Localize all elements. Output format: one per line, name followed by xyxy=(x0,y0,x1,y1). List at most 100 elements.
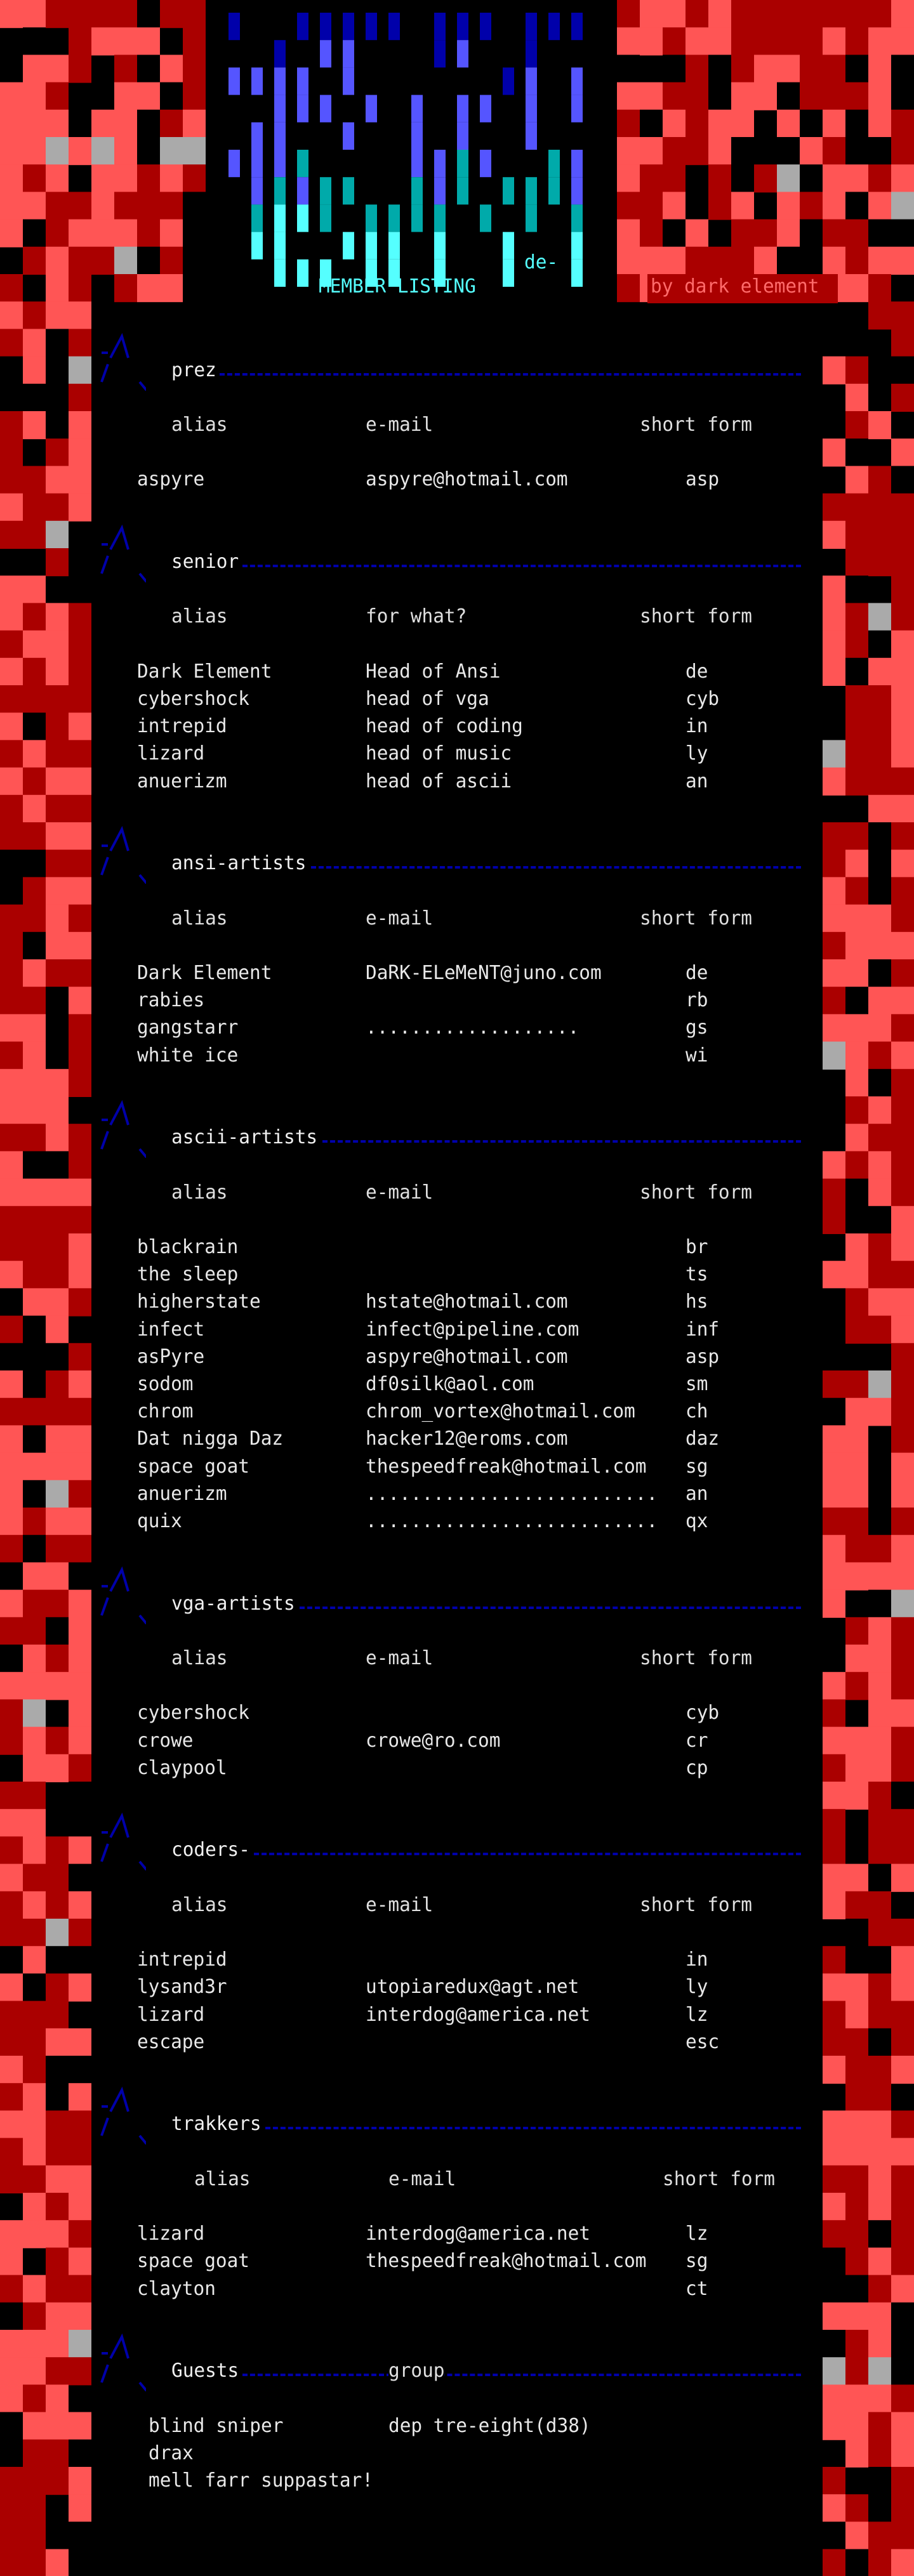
member-alias: cybershock xyxy=(137,1702,250,1725)
border-block xyxy=(69,493,91,522)
member-email: head of vga xyxy=(366,688,489,710)
border-block xyxy=(69,1726,91,1755)
member-alias: anuerizm xyxy=(137,1482,227,1505)
border-block xyxy=(845,2028,868,2056)
border-block xyxy=(183,192,206,220)
border-block xyxy=(0,2412,23,2440)
border-block xyxy=(23,904,46,933)
member-email: aspyre@hotmail.com xyxy=(366,1345,568,1368)
border-block xyxy=(845,1041,868,1070)
border-block xyxy=(891,1754,914,1782)
member-short-form: cp xyxy=(686,1756,708,1779)
column-header-email: e-mail xyxy=(366,1181,434,1204)
border-block xyxy=(823,55,845,83)
border-block xyxy=(46,55,69,83)
border-block xyxy=(0,1315,23,1344)
border-block xyxy=(868,27,891,56)
border-block xyxy=(23,2439,46,2468)
logo-block xyxy=(366,13,377,41)
border-block xyxy=(23,822,46,851)
border-block xyxy=(23,1919,46,1947)
border-block xyxy=(160,0,183,29)
border-block xyxy=(23,2384,46,2413)
border-block xyxy=(845,904,868,933)
border-block xyxy=(114,137,137,166)
border-block xyxy=(868,1973,891,2002)
border-block xyxy=(891,2028,914,2056)
border-block xyxy=(0,959,23,988)
logo-block xyxy=(297,204,308,232)
border-block xyxy=(823,411,845,440)
border-block xyxy=(891,630,914,659)
border-block xyxy=(137,109,160,138)
border-block xyxy=(69,740,91,768)
section-divider xyxy=(265,2127,801,2130)
border-block xyxy=(868,274,891,303)
border-block xyxy=(845,2357,868,2386)
border-block xyxy=(823,1014,845,1042)
border-block xyxy=(845,164,868,193)
border-block xyxy=(69,2302,91,2330)
border-block xyxy=(823,630,845,659)
border-block xyxy=(891,1178,914,1207)
border-block xyxy=(0,740,23,768)
border-block xyxy=(891,740,914,768)
border-block xyxy=(891,2165,914,2193)
border-block xyxy=(23,1672,46,1700)
border-block xyxy=(46,1233,69,1262)
border-block xyxy=(46,2384,69,2413)
logo-block xyxy=(548,177,560,205)
border-block xyxy=(845,2083,868,2112)
border-block xyxy=(46,1425,69,1454)
logo-block xyxy=(251,232,263,260)
member-email: thespeedfreak@hotmail.com xyxy=(366,2250,647,2273)
border-block xyxy=(0,2384,23,2413)
member-alias: clayton xyxy=(137,2277,216,2300)
border-block xyxy=(46,740,69,768)
border-block xyxy=(23,2275,46,2303)
border-block xyxy=(23,2220,46,2249)
logo-block xyxy=(526,122,537,150)
border-block xyxy=(69,1068,91,1097)
border-block xyxy=(23,219,46,247)
border-block xyxy=(868,2220,891,2249)
border-block xyxy=(617,219,640,247)
member-email: head of ascii xyxy=(366,770,512,792)
column-header-short-form: short form xyxy=(640,1647,753,1669)
border-block xyxy=(91,137,114,166)
border-block xyxy=(845,411,868,440)
border-block xyxy=(823,2220,845,2249)
border-block xyxy=(114,27,137,56)
border-block xyxy=(891,2521,914,2550)
border-block xyxy=(617,192,640,220)
border-block xyxy=(891,1699,914,1728)
border-block xyxy=(868,1809,891,1837)
member-email: crowe@ro.com xyxy=(366,1729,501,1752)
logo-block xyxy=(228,67,240,95)
border-block xyxy=(0,1096,23,1125)
border-block xyxy=(845,740,868,768)
border-block xyxy=(891,1425,914,1454)
column-header-email: e-mail xyxy=(366,414,434,436)
border-block xyxy=(731,219,754,247)
border-block xyxy=(69,713,91,741)
border-block xyxy=(891,383,914,412)
logo-block xyxy=(526,204,537,232)
border-block xyxy=(891,1919,914,1947)
border-block xyxy=(46,794,69,823)
member-alias: Dark Element xyxy=(137,660,272,683)
border-block xyxy=(69,1206,91,1234)
column-header-alias: alias xyxy=(194,2167,251,2190)
logo-block xyxy=(297,259,308,287)
border-block xyxy=(823,493,845,522)
member-alias: lizard xyxy=(137,2223,205,2245)
border-block xyxy=(46,520,69,549)
border-block xyxy=(868,2357,891,2386)
border-block xyxy=(891,520,914,549)
border-block xyxy=(891,877,914,905)
logo-block xyxy=(434,259,446,287)
border-block xyxy=(663,82,686,110)
border-block xyxy=(823,1178,845,1207)
member-short-form: in xyxy=(686,1948,708,1971)
border-block xyxy=(891,0,914,29)
